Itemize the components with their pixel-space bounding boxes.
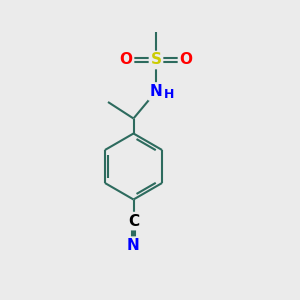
Text: O: O — [179, 52, 193, 68]
Text: C: C — [128, 214, 139, 229]
Text: S: S — [151, 52, 161, 68]
Text: O: O — [119, 52, 133, 68]
Text: N: N — [127, 238, 140, 253]
Text: H: H — [164, 88, 175, 101]
Text: N: N — [150, 84, 162, 99]
